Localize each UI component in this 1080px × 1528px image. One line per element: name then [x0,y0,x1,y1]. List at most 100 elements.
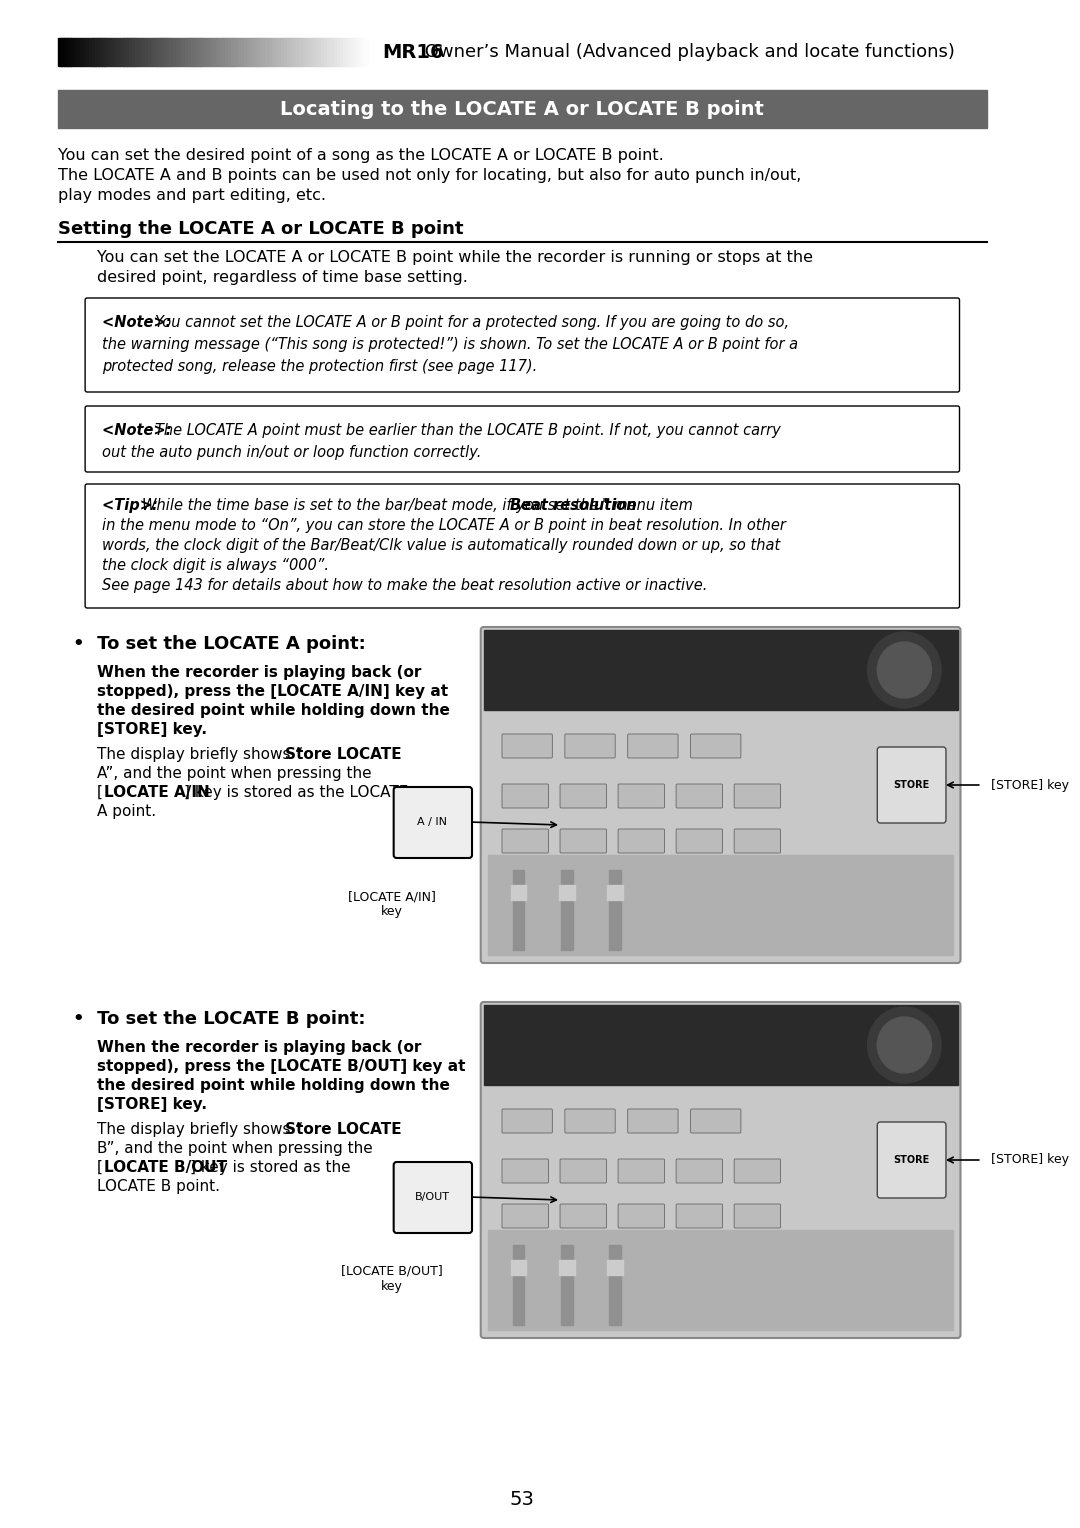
Text: Store LOCATE: Store LOCATE [285,747,402,762]
Bar [362,38,365,66]
Bar [73,38,77,66]
Bar [296,38,300,66]
Bar [58,38,62,66]
Text: B/OUT: B/OUT [415,1192,450,1203]
Bar [105,38,108,66]
FancyBboxPatch shape [676,1204,723,1229]
Text: LOCATE A/IN: LOCATE A/IN [105,785,211,801]
Bar [256,38,259,66]
Bar [309,38,312,66]
Bar [287,38,291,66]
Circle shape [867,633,941,707]
FancyBboxPatch shape [618,830,664,853]
Bar [238,38,241,66]
Bar [364,38,368,66]
Bar [188,38,191,66]
Bar [62,38,65,66]
Bar [117,38,121,66]
Text: A point.: A point. [97,804,156,819]
Bar [337,38,340,66]
FancyBboxPatch shape [502,830,549,853]
Text: •  To set the LOCATE B point:: • To set the LOCATE B point: [72,1010,365,1028]
Text: " menu item: " menu item [602,498,692,513]
FancyBboxPatch shape [618,784,664,808]
Bar [80,38,83,66]
FancyBboxPatch shape [690,1109,741,1132]
Text: Locating to the LOCATE A or LOCATE B point: Locating to the LOCATE A or LOCATE B poi… [281,99,765,119]
Bar [346,38,350,66]
Bar [484,1005,958,1085]
FancyBboxPatch shape [734,830,781,853]
Bar [120,38,123,66]
Text: <Note>:: <Note>: [102,423,176,439]
Text: [STORE] key.: [STORE] key. [97,723,206,736]
Text: protected song, release the protection first (see page 117).: protected song, release the protection f… [102,359,537,374]
FancyBboxPatch shape [85,406,959,472]
Text: ] key is stored as the: ] key is stored as the [190,1160,350,1175]
Text: [STORE] key: [STORE] key [991,1154,1069,1166]
Bar [141,38,145,66]
Bar [145,38,148,66]
Bar [206,38,211,66]
Bar [191,38,194,66]
Bar [234,38,238,66]
Text: LOCATE B/OUT: LOCATE B/OUT [105,1160,228,1175]
Bar [135,38,139,66]
Bar [513,1245,524,1325]
Circle shape [877,1018,931,1073]
Bar [83,38,86,66]
Bar [179,38,183,66]
Bar [219,38,222,66]
Text: You cannot set the LOCATE A or B point for a protected song. If you are going to: You cannot set the LOCATE A or B point f… [154,315,788,330]
FancyBboxPatch shape [618,1204,664,1229]
Text: ] key is stored as the LOCATE: ] key is stored as the LOCATE [184,785,408,801]
Bar [163,38,166,66]
Text: stopped), press the [LOCATE B/OUT] key at: stopped), press the [LOCATE B/OUT] key a… [97,1059,465,1074]
Bar [342,38,347,66]
Text: [LOCATE B/OUT]
key: [LOCATE B/OUT] key [341,1265,443,1293]
Bar [86,38,90,66]
Text: When the recorder is playing back (or: When the recorder is playing back (or [97,665,421,680]
Bar [225,38,229,66]
Bar [130,38,133,66]
Text: The display briefly shows “: The display briefly shows “ [97,1122,303,1137]
Bar [607,885,623,900]
Bar [126,38,130,66]
Text: MR16: MR16 [382,43,444,61]
Text: The LOCATE A point must be earlier than the LOCATE B point. If not, you cannot c: The LOCATE A point must be earlier than … [154,423,781,439]
Text: stopped), press the [LOCATE A/IN] key at: stopped), press the [LOCATE A/IN] key at [97,685,448,698]
Bar [340,38,343,66]
Bar [511,885,526,900]
Text: Beat resolution: Beat resolution [510,498,636,513]
FancyBboxPatch shape [561,784,607,808]
Bar [334,38,337,66]
FancyBboxPatch shape [502,1109,552,1132]
Bar [95,38,98,66]
Bar [259,38,262,66]
Bar [148,38,151,66]
Bar [198,38,201,66]
Bar [151,38,154,66]
FancyBboxPatch shape [734,1204,781,1229]
Circle shape [877,642,931,698]
Bar [58,90,987,128]
Bar [271,38,275,66]
Bar [607,1261,623,1274]
Text: When the recorder is playing back (or: When the recorder is playing back (or [97,1041,421,1054]
Bar [247,38,251,66]
Text: LOCATE B point.: LOCATE B point. [97,1180,219,1193]
FancyBboxPatch shape [627,733,678,758]
Bar [185,38,189,66]
Text: •  To set the LOCATE A point:: • To set the LOCATE A point: [72,636,365,652]
Bar [321,38,325,66]
Text: B”, and the point when pressing the: B”, and the point when pressing the [97,1141,373,1157]
FancyBboxPatch shape [85,484,959,608]
FancyBboxPatch shape [690,733,741,758]
Text: [STORE] key: [STORE] key [991,778,1069,792]
FancyBboxPatch shape [561,830,607,853]
FancyBboxPatch shape [502,1160,549,1183]
Bar [284,38,287,66]
Bar [173,38,176,66]
Bar [274,38,279,66]
Text: the desired point while holding down the: the desired point while holding down the [97,703,449,718]
